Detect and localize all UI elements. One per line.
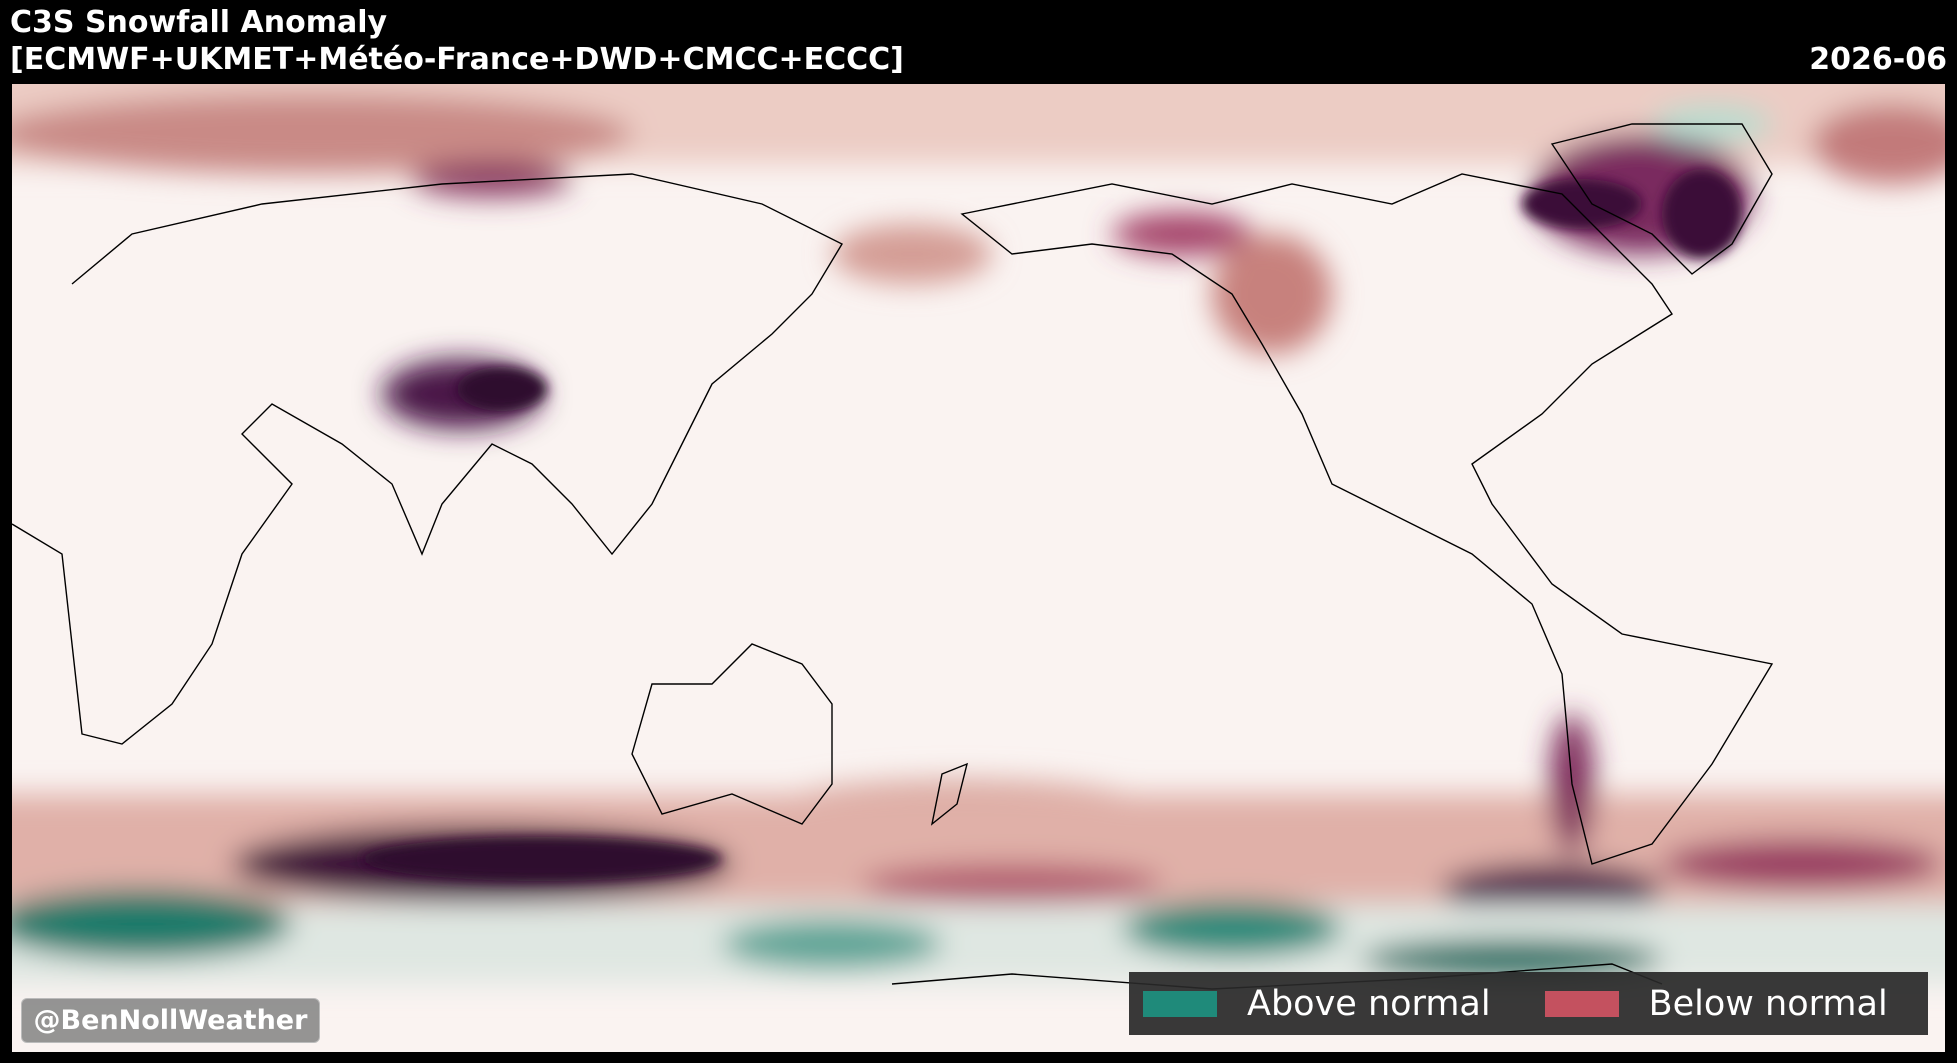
watermark: @BenNollWeather <box>21 998 320 1043</box>
legend-item: Above normal <box>1143 984 1491 1024</box>
legend-label: Below normal <box>1648 983 1888 1024</box>
map <box>12 84 1945 1052</box>
legend-swatch <box>1544 990 1619 1017</box>
subtitle: [ECMWF+UKMET+Météo-France+DWD+CMCC+ECCC] <box>10 42 904 77</box>
legend-label: Above normal <box>1247 983 1491 1024</box>
date: 2026-06 <box>1809 42 1947 77</box>
legend: Above normal Below normal <box>1129 972 1928 1035</box>
coastlines <box>12 123 1774 990</box>
legend-item: Below normal <box>1544 983 1888 1024</box>
legend-swatch <box>1143 990 1217 1017</box>
anomaly-field <box>12 84 1945 984</box>
title: C3S Snowfall Anomaly <box>10 5 388 40</box>
